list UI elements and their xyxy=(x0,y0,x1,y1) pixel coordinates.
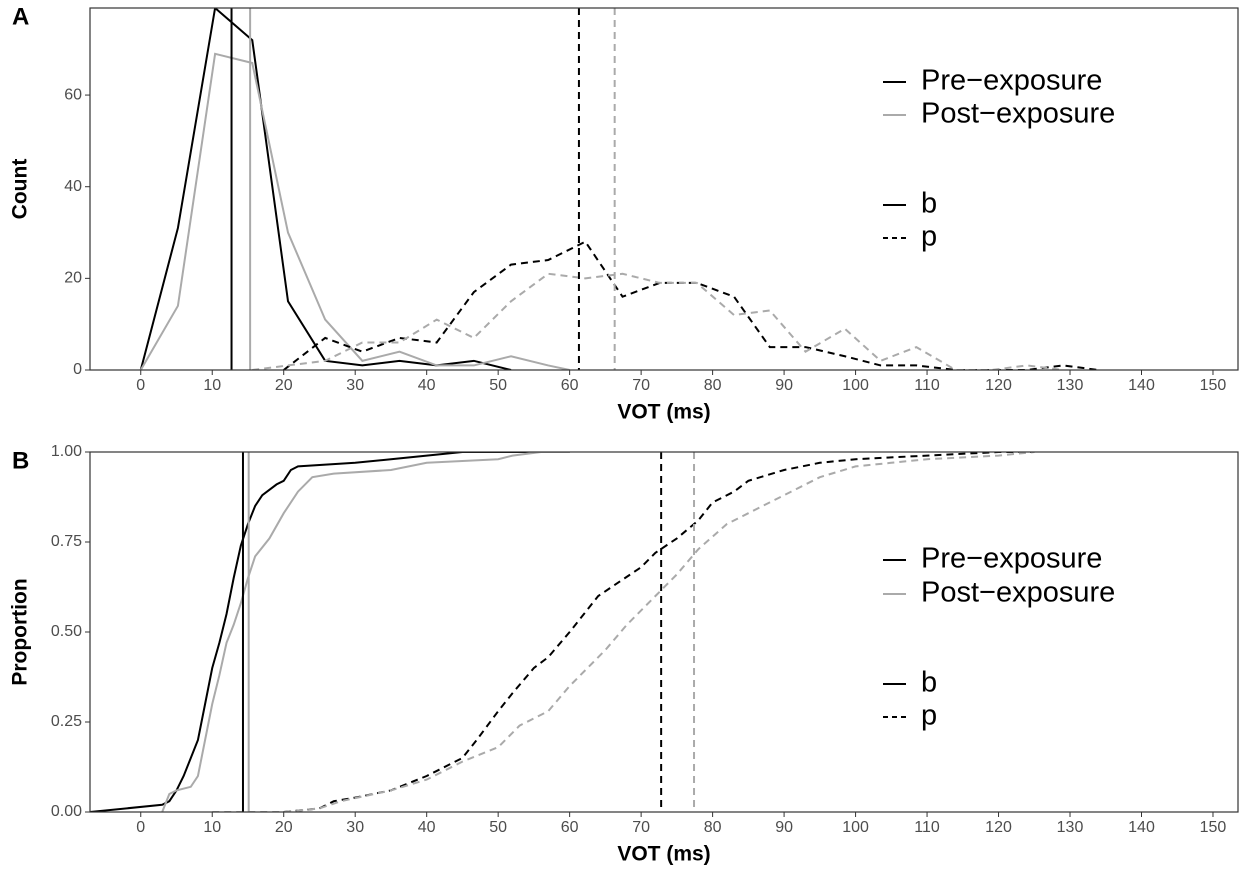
x-tick-label: 60 xyxy=(561,377,579,394)
x-tick-label: 0 xyxy=(136,377,145,394)
x-tick-label: 20 xyxy=(275,377,293,394)
y-tick-label: 0 xyxy=(73,361,82,378)
x-tick-label: 130 xyxy=(1057,377,1084,394)
x-tick-label: 100 xyxy=(842,819,869,836)
x-tick-label: 10 xyxy=(203,377,221,394)
panel-label: A xyxy=(12,3,29,30)
x-tick-label: 50 xyxy=(489,819,507,836)
y-tick-label: 0.25 xyxy=(51,713,82,730)
x-tick-label: 90 xyxy=(775,377,793,394)
x-tick-label: 110 xyxy=(914,377,940,394)
x-tick-label: 120 xyxy=(985,819,1012,836)
plot-border xyxy=(89,451,1239,813)
y-tick-label: 0.50 xyxy=(51,623,82,640)
x-tick-label: 80 xyxy=(704,377,722,394)
data-line xyxy=(161,452,570,812)
x-tick-label: 20 xyxy=(275,819,293,836)
y-tick-label: 0.00 xyxy=(51,803,82,820)
x-tick-label: 30 xyxy=(346,377,364,394)
y-tick-label: 60 xyxy=(64,86,82,103)
x-tick-label: 140 xyxy=(1128,819,1155,836)
y-tick-label: 0.75 xyxy=(51,533,82,550)
legend-label: p xyxy=(921,221,937,253)
legend-label: Post−exposure xyxy=(921,577,1115,609)
x-tick-label: 40 xyxy=(418,377,436,394)
x-axis-title: VOT (ms) xyxy=(617,843,710,866)
y-tick-label: 20 xyxy=(64,270,82,287)
x-tick-label: 150 xyxy=(1200,819,1227,836)
data-line xyxy=(139,8,512,370)
y-axis-title: Proportion xyxy=(9,578,32,685)
x-tick-label: 70 xyxy=(632,819,650,836)
x-tick-label: 70 xyxy=(632,377,650,394)
x-tick-label: 110 xyxy=(914,819,940,836)
x-tick-label: 80 xyxy=(704,819,722,836)
x-tick-label: 30 xyxy=(346,819,364,836)
legend-label: Post−exposure xyxy=(921,98,1115,130)
data-line xyxy=(283,452,1035,812)
x-tick-label: 90 xyxy=(775,819,793,836)
legend-label: p xyxy=(921,700,937,732)
data-line xyxy=(139,52,570,370)
x-tick-label: 10 xyxy=(203,819,221,836)
legend-label: b xyxy=(921,667,937,699)
x-axis-title: VOT (ms) xyxy=(617,401,710,424)
data-line xyxy=(212,452,1035,812)
y-tick-label: 40 xyxy=(64,178,82,195)
legend-label: Pre−exposure xyxy=(921,543,1102,575)
y-axis-title: Count xyxy=(9,159,32,220)
data-line xyxy=(90,452,570,812)
y-tick-label: 1.00 xyxy=(51,443,82,460)
legend-label: Pre−exposure xyxy=(921,65,1102,97)
x-tick-label: 0 xyxy=(136,819,145,836)
x-tick-label: 50 xyxy=(489,377,507,394)
x-tick-label: 40 xyxy=(418,819,436,836)
x-tick-label: 150 xyxy=(1200,377,1227,394)
x-tick-label: 120 xyxy=(985,377,1012,394)
x-tick-label: 130 xyxy=(1057,819,1084,836)
x-tick-label: 60 xyxy=(561,819,579,836)
data-line xyxy=(283,240,1099,370)
data-line xyxy=(252,272,1063,370)
legend-label: b xyxy=(921,188,937,220)
plot-border xyxy=(89,7,1239,371)
x-tick-label: 140 xyxy=(1128,377,1155,394)
x-tick-label: 100 xyxy=(842,377,869,394)
panel-label: B xyxy=(12,447,29,474)
